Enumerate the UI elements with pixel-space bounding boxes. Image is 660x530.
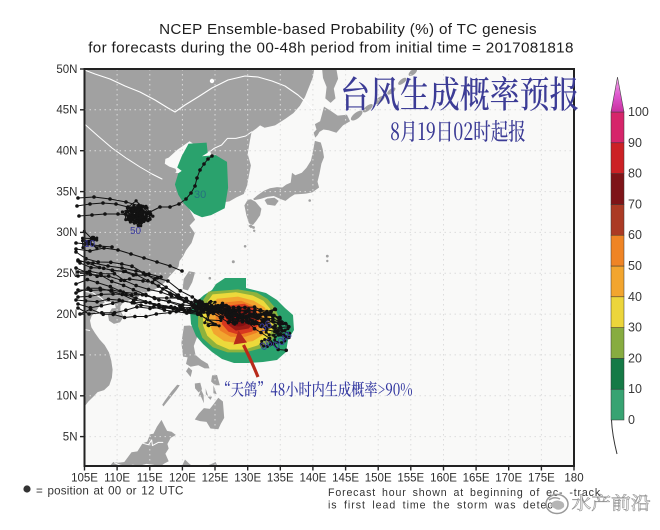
svg-text:170E: 170E [495,473,522,485]
svg-text:00: 00 [271,336,288,353]
svg-text:is first lead time the storm w: is first lead time the storm was detecte [328,500,564,512]
svg-text:50: 50 [130,226,142,237]
svg-text:135E: 135E [267,473,294,485]
svg-text:30: 30 [628,321,642,335]
svg-text:for forecasts during the 00-48: for forecasts during the 00-48h period f… [88,40,574,57]
svg-text:30: 30 [194,189,206,201]
svg-text:25N: 25N [56,268,77,280]
svg-text:10: 10 [628,382,642,396]
svg-text:20N: 20N [56,309,77,321]
svg-text:160E: 160E [430,473,457,485]
svg-text:165E: 165E [463,473,490,485]
svg-text:130E: 130E [234,473,261,485]
svg-text:36: 36 [258,318,274,334]
svg-text:0: 0 [628,413,635,427]
svg-text:10N: 10N [56,391,77,403]
svg-text:15N: 15N [56,350,77,362]
svg-text:80: 80 [628,167,642,181]
svg-text:100: 100 [628,105,649,119]
svg-text:40: 40 [628,290,642,304]
svg-text:Forecast hour shown at beginni: Forecast hour shown at beginning of ec- … [328,487,601,499]
svg-text:40N: 40N [56,146,77,158]
svg-text:90: 90 [628,136,642,150]
svg-text:NCEP Ensemble-based Probabilit: NCEP Ensemble-based Probability (%) of T… [159,21,537,38]
svg-text:180: 180 [564,473,583,485]
svg-text:155E: 155E [397,473,424,485]
svg-text:06: 06 [258,337,275,354]
svg-text:60: 60 [628,228,642,242]
svg-text:145E: 145E [332,473,359,485]
svg-text:50N: 50N [56,64,77,76]
svg-text:= position at 00 or 12 UTC: = position at 00 or 12 UTC [36,485,184,498]
svg-text:175E: 175E [528,473,555,485]
svg-text:45N: 45N [56,105,77,117]
svg-text:70: 70 [628,197,642,211]
svg-text:20: 20 [628,351,642,365]
svg-text:10: 10 [84,239,96,250]
svg-text:140E: 140E [299,473,326,485]
svg-text:5N: 5N [63,431,78,443]
svg-text:150E: 150E [365,473,392,485]
svg-text:125E: 125E [202,473,229,485]
svg-text:115E: 115E [137,473,163,485]
svg-text:110E: 110E [104,473,130,485]
svg-text:35N: 35N [56,186,77,198]
svg-text:50: 50 [628,259,642,273]
svg-text:105E: 105E [71,473,98,485]
svg-text:30N: 30N [56,227,77,239]
svg-text:120E: 120E [169,473,196,485]
